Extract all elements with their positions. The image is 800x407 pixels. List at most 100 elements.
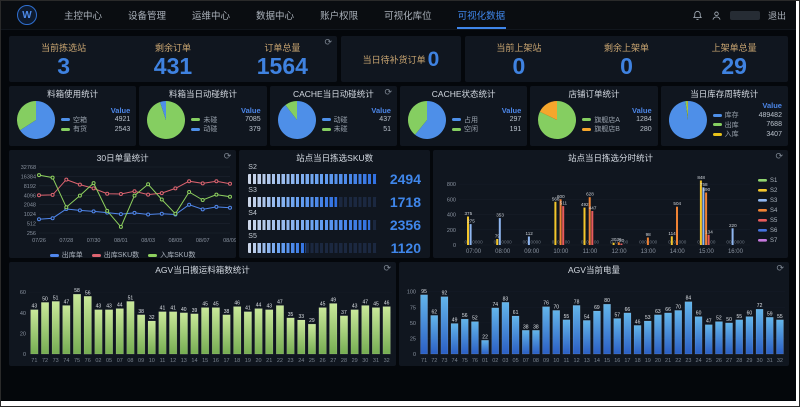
svg-text:72: 72 <box>42 358 48 364</box>
svg-text:66: 66 <box>625 307 631 313</box>
legend-item[interactable]: 出库SKU数 <box>91 250 139 260</box>
svg-text:38: 38 <box>224 309 230 315</box>
refresh-icon[interactable]: ⟳ <box>223 151 232 161</box>
legend-item[interactable]: 未碰 7085 <box>191 115 261 125</box>
svg-text:0: 0 <box>655 240 658 245</box>
stat-label: 剩余上架单 <box>604 42 650 53</box>
legend-item[interactable]: 出库单 <box>49 250 83 260</box>
chart-title: 站点当日拣选分时统计 <box>567 153 653 163</box>
pie-body: Value 空箱 4921 有货 2543 <box>9 99 136 140</box>
user-icon[interactable] <box>711 10 722 21</box>
nav-item-1[interactable]: 设备管理 <box>128 11 167 22</box>
svg-text:32: 32 <box>384 358 390 364</box>
legend-item[interactable]: 出库 7688 <box>712 120 782 130</box>
sku-row: S2 2494 <box>248 164 421 186</box>
refresh-icon[interactable]: ⟳ <box>776 263 784 273</box>
svg-text:S2: S2 <box>770 188 778 194</box>
nav-item-2[interactable]: 运维中心 <box>192 11 231 22</box>
sku-line: 1120 <box>248 241 421 255</box>
svg-text:47: 47 <box>706 319 712 325</box>
svg-text:0: 0 <box>642 240 645 245</box>
refresh-icon[interactable]: ⟳ <box>775 151 783 161</box>
nav-menu: 主控中心 设备管理 运维中心 数据中心 账户权限 可视化库位 可视化数据 <box>51 1 518 29</box>
svg-text:353: 353 <box>496 213 504 218</box>
sku-row: S5 1120 <box>248 233 421 255</box>
svg-text:20: 20 <box>255 358 261 364</box>
legend-value: 3407 <box>766 130 782 138</box>
svg-text:0: 0 <box>581 240 584 245</box>
legend-item[interactable]: 占用 297 <box>451 115 521 125</box>
sku-value: 2494 <box>389 171 421 188</box>
nav-item-6[interactable]: 可视化数据 <box>445 1 519 29</box>
svg-text:47: 47 <box>363 300 369 306</box>
svg-text:05: 05 <box>106 358 112 364</box>
svg-text:20: 20 <box>619 238 625 243</box>
svg-text:41: 41 <box>245 306 251 312</box>
svg-text:08/01: 08/01 <box>114 238 128 244</box>
legend-item[interactable]: 未碰 51 <box>321 125 391 135</box>
legend-item[interactable]: 空闲 191 <box>451 125 521 135</box>
legend-item[interactable]: 动碰 437 <box>321 115 391 125</box>
legend-value: 379 <box>248 125 261 133</box>
svg-text:15: 15 <box>202 358 208 364</box>
svg-text:49: 49 <box>452 318 458 324</box>
pie-chart <box>538 101 577 140</box>
refresh-icon[interactable]: ⟳ <box>384 87 392 97</box>
sku-line: 1718 <box>248 195 421 209</box>
svg-text:28: 28 <box>341 358 347 364</box>
legend-item[interactable]: 空箱 4921 <box>61 115 130 125</box>
legend-value: 51 <box>383 125 391 133</box>
pie-body: Value 旗舰店A 1284 旗舰店B 280 <box>530 99 657 140</box>
svg-text:11:00: 11:00 <box>583 249 598 255</box>
svg-text:0: 0 <box>501 240 504 245</box>
svg-text:511: 511 <box>560 201 568 206</box>
bell-icon[interactable] <box>692 10 703 21</box>
nav-item-0[interactable]: 主控中心 <box>64 11 103 22</box>
svg-text:0: 0 <box>533 240 536 245</box>
svg-text:100: 100 <box>407 290 416 296</box>
legend-item[interactable]: 有货 2543 <box>61 125 130 135</box>
legend-label: 未碰 <box>203 116 218 124</box>
svg-text:32768: 32768 <box>21 165 36 171</box>
svg-text:13: 13 <box>181 358 187 364</box>
nav-item-5[interactable]: 可视化库位 <box>384 11 432 22</box>
legend-marker <box>451 127 461 131</box>
svg-text:13: 13 <box>584 358 590 364</box>
legend-marker <box>758 239 767 242</box>
svg-text:16384: 16384 <box>21 175 36 181</box>
svg-text:09: 09 <box>138 358 144 364</box>
svg-text:36: 36 <box>616 237 622 242</box>
svg-text:0: 0 <box>626 240 629 245</box>
svg-text:33: 33 <box>298 314 304 320</box>
sku-station-label: S3 <box>248 187 257 195</box>
svg-text:25: 25 <box>410 337 416 343</box>
legend-item[interactable]: 库存 489482 <box>712 110 782 120</box>
svg-text:0: 0 <box>507 240 510 245</box>
refresh-icon[interactable]: ⟳ <box>383 263 391 273</box>
nav-item-3[interactable]: 数据中心 <box>256 11 295 22</box>
legend-item[interactable]: 入库 3407 <box>712 129 782 139</box>
refresh-icon[interactable]: ⟳ <box>324 37 332 47</box>
svg-text:45: 45 <box>202 302 208 308</box>
svg-text:18: 18 <box>635 358 641 364</box>
legend-marker <box>582 127 592 131</box>
legend-item[interactable]: 旗舰店A 1284 <box>582 115 652 125</box>
svg-text:512: 512 <box>27 222 36 228</box>
main-content: ⟳ 当前拣选站 3 剩余订单 431 订单总量 1564 当日待补货订单 0 当前上架站 0… <box>1 30 796 366</box>
legend-item[interactable]: 旗舰店B 280 <box>582 125 652 135</box>
legend-marker <box>148 253 158 257</box>
sku-bar-notches <box>248 197 377 208</box>
svg-text:0: 0 <box>742 240 745 245</box>
legend-item[interactable]: 入库SKU数 <box>148 250 196 260</box>
legend-item[interactable]: 动碰 379 <box>191 125 261 135</box>
nav-item-4[interactable]: 账户权限 <box>320 11 359 22</box>
svg-text:0: 0 <box>729 240 732 245</box>
chart-title: 站点当日拣选SKU数 <box>296 153 374 163</box>
svg-text:0: 0 <box>530 240 533 245</box>
logout-button[interactable]: 退出 <box>767 10 786 21</box>
svg-text:S5: S5 <box>770 218 778 224</box>
sku-bar <box>248 243 377 254</box>
stat-label: 当日待补货订单 <box>362 54 426 65</box>
svg-text:19: 19 <box>245 358 251 364</box>
svg-text:690: 690 <box>703 187 711 192</box>
